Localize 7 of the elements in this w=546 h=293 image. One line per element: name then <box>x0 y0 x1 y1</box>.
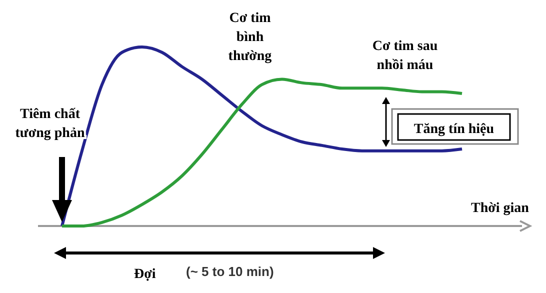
annotation: Cơ tim sau nhồi máu <box>372 39 438 73</box>
annotation: Cơ tim bình thường <box>228 11 272 64</box>
annotation: Tiêm chất tương phản <box>15 107 85 141</box>
text: Đợi <box>134 267 156 282</box>
text: (~ 5 to 10 min) <box>186 264 274 279</box>
x-axis-title: Thời gian <box>471 201 530 216</box>
annotation: Tăng tín hiệu <box>414 122 494 137</box>
